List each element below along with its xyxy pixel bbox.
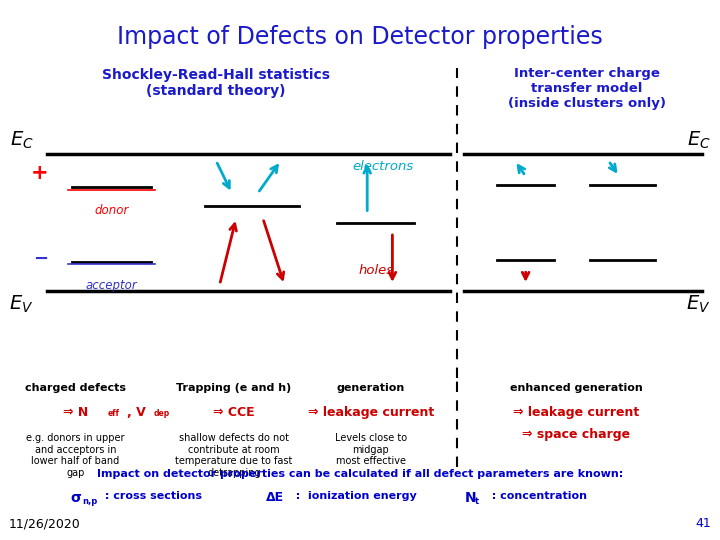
Text: ΔE: ΔE	[266, 491, 284, 504]
Text: −: −	[33, 249, 49, 267]
Text: shallow defects do not
contribute at room
temperature due to fast
detrapping: shallow defects do not contribute at roo…	[175, 433, 293, 478]
Text: +: +	[31, 163, 48, 183]
Text: ⇒ CCE: ⇒ CCE	[213, 406, 255, 419]
Text: eff: eff	[108, 409, 120, 418]
Text: Levels close to
midgap
most effective: Levels close to midgap most effective	[335, 433, 407, 466]
Text: acceptor: acceptor	[86, 279, 138, 292]
Text: Impact on detector properties can be calculated if all defect parameters are kno: Impact on detector properties can be cal…	[97, 469, 623, 479]
Text: dep: dep	[153, 409, 170, 418]
Text: donor: donor	[94, 204, 129, 217]
Text: $E_V$: $E_V$	[9, 294, 34, 315]
Text: 41: 41	[696, 517, 711, 530]
Text: $E_V$: $E_V$	[686, 294, 711, 315]
Text: holes: holes	[359, 265, 394, 278]
Text: electrons: electrons	[353, 160, 414, 173]
Text: 11/26/2020: 11/26/2020	[9, 517, 81, 530]
Text: ⇒ leakage current: ⇒ leakage current	[307, 406, 434, 419]
Text: : concentration: : concentration	[484, 491, 587, 502]
Text: Shockley-Read-Hall statistics
(standard theory): Shockley-Read-Hall statistics (standard …	[102, 68, 330, 98]
Text: n,p: n,p	[82, 497, 97, 506]
Text: generation: generation	[337, 383, 405, 393]
Text: : cross sections: : cross sections	[101, 491, 202, 502]
Text: $E_C$: $E_C$	[686, 130, 711, 151]
Text: :  ionization energy: : ionization energy	[288, 491, 417, 502]
Text: σ: σ	[71, 491, 81, 505]
Text: Trapping (e and h): Trapping (e and h)	[176, 383, 292, 393]
Text: Inter-center charge
transfer model
(inside clusters only): Inter-center charge transfer model (insi…	[508, 68, 666, 111]
Text: charged defects: charged defects	[25, 383, 126, 393]
Text: ⇒ leakage current: ⇒ leakage current	[513, 406, 639, 419]
Text: N: N	[464, 491, 476, 505]
Text: Impact of Defects on Detector properties: Impact of Defects on Detector properties	[117, 25, 603, 49]
Text: , V: , V	[127, 406, 145, 419]
Text: e.g. donors in upper
and acceptors in
lower half of band
gap: e.g. donors in upper and acceptors in lo…	[27, 433, 125, 478]
Text: $E_C$: $E_C$	[9, 130, 34, 151]
Text: ⇒ N: ⇒ N	[63, 406, 89, 419]
Text: enhanced generation: enhanced generation	[510, 383, 642, 393]
Text: t: t	[475, 497, 480, 506]
Text: ⇒ space charge: ⇒ space charge	[522, 428, 630, 441]
